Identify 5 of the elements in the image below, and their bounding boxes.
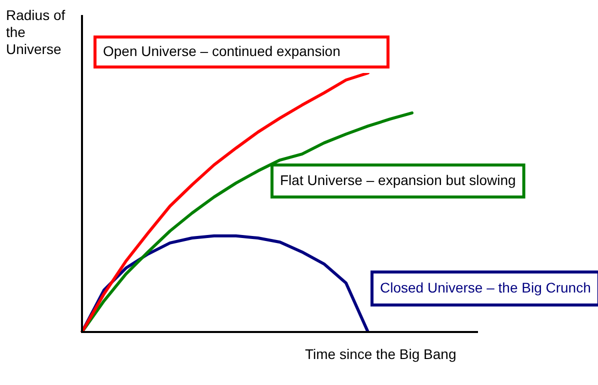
x-axis-title: Time since the Big Bang: [305, 346, 456, 362]
series-label: Closed Universe – the Big Crunch: [380, 279, 591, 296]
y-axis-title: Radius of the Universe: [6, 7, 66, 58]
series-label: Flat Universe – expansion but slowing: [280, 172, 516, 188]
series-label: Open Universe – continued expansion: [103, 42, 340, 59]
